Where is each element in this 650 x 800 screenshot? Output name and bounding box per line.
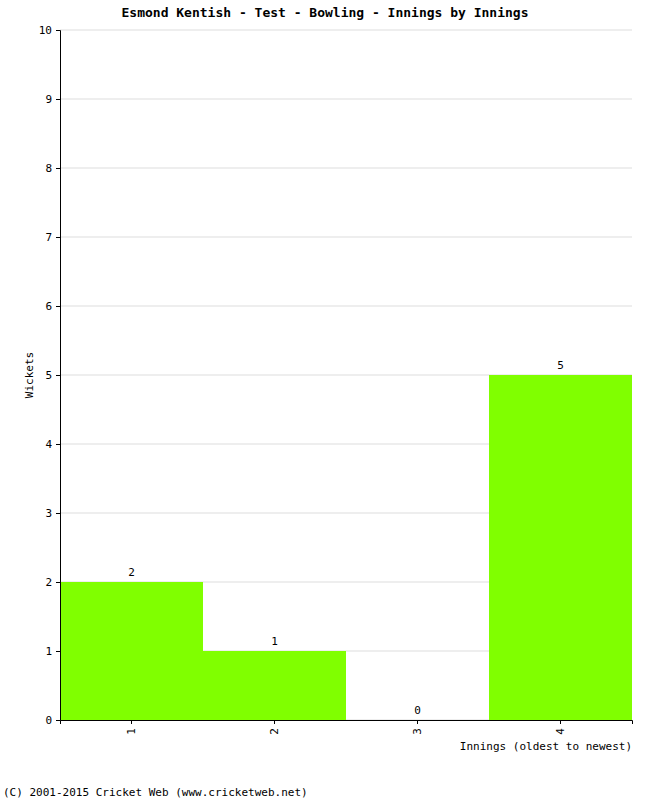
tick-label: 1 xyxy=(45,645,52,658)
tick: 7 xyxy=(45,231,60,244)
tick-mark xyxy=(56,306,60,307)
tick-mark xyxy=(131,720,132,724)
bar xyxy=(346,720,489,721)
bar xyxy=(203,651,346,720)
tick-mark xyxy=(56,99,60,100)
tick-mark xyxy=(560,720,561,724)
tick: 4 xyxy=(45,438,60,451)
tick-label: 10 xyxy=(39,24,52,37)
tick-label: 5 xyxy=(45,369,52,382)
tick-mark xyxy=(56,30,60,31)
tick: 6 xyxy=(45,300,60,313)
tick: 8 xyxy=(45,162,60,175)
tick-label: 2 xyxy=(268,728,281,735)
tick: 3 xyxy=(411,720,424,735)
tick: 0 xyxy=(45,714,60,727)
tick-mark xyxy=(56,444,60,445)
tick: 10 xyxy=(39,24,60,37)
tick-mark xyxy=(56,651,60,652)
y-axis: 0 1 2 3 4 5 6 7 8 9 10 xyxy=(39,24,61,727)
tick-mark xyxy=(56,582,60,583)
axis-line xyxy=(56,31,61,721)
tick-label: 6 xyxy=(45,300,52,313)
grid-line xyxy=(60,237,632,238)
title: Esmond Kentish - Test - Bowling - Inning… xyxy=(122,5,529,20)
tick: 3 xyxy=(45,507,60,520)
data-label: 1 xyxy=(271,635,278,648)
y-label: Wickets xyxy=(23,352,36,398)
x-label: Innings (oldest to newest) xyxy=(460,740,632,753)
bar xyxy=(60,582,203,720)
x-axis: 1 2 3 4 xyxy=(61,720,633,735)
annotation: (C) 2001-2015 Cricket Web (www.cricketwe… xyxy=(3,786,308,799)
tick-label: 0 xyxy=(45,714,52,727)
tick-label: 1 xyxy=(125,728,138,735)
bars xyxy=(60,375,632,720)
tick-label: 9 xyxy=(45,93,52,106)
tick-mark xyxy=(56,375,60,376)
data-labels: 2 1 0 5 xyxy=(128,359,564,717)
grid-line xyxy=(60,168,632,169)
tick-mark xyxy=(56,168,60,169)
tick-label: 2 xyxy=(45,576,52,589)
tick-label: 7 xyxy=(45,231,52,244)
tick: 1 xyxy=(45,645,60,658)
data-label: 0 xyxy=(414,704,421,717)
tick: 5 xyxy=(45,369,60,382)
plot: 01234567891012342105 xyxy=(39,24,633,735)
tick: 4 xyxy=(554,720,567,735)
annotations: (C) 2001-2015 Cricket Web (www.cricketwe… xyxy=(3,786,308,799)
tick: 2 xyxy=(45,576,60,589)
data-label: 5 xyxy=(557,359,564,372)
data-label: 2 xyxy=(128,566,135,579)
bar xyxy=(489,375,632,720)
tick-mark xyxy=(274,720,275,724)
tick-label: 3 xyxy=(45,507,52,520)
chart: 01234567891012342105Esmond Kentish - Tes… xyxy=(0,0,650,800)
tick-mark xyxy=(417,720,418,724)
tick: 1 xyxy=(125,720,138,735)
tick-label: 4 xyxy=(554,728,567,735)
axis-line xyxy=(61,721,633,725)
tick: 2 xyxy=(268,720,281,735)
tick-label: 8 xyxy=(45,162,52,175)
grid xyxy=(60,30,632,720)
tick-label: 3 xyxy=(411,728,424,735)
tick-label: 4 xyxy=(45,438,52,451)
tick: 9 xyxy=(45,93,60,106)
tick-mark xyxy=(56,513,60,514)
grid-line xyxy=(60,306,632,307)
grid-line xyxy=(60,30,632,31)
tick-mark xyxy=(56,237,60,238)
tick-mark xyxy=(56,720,60,721)
grid-line xyxy=(60,99,632,100)
